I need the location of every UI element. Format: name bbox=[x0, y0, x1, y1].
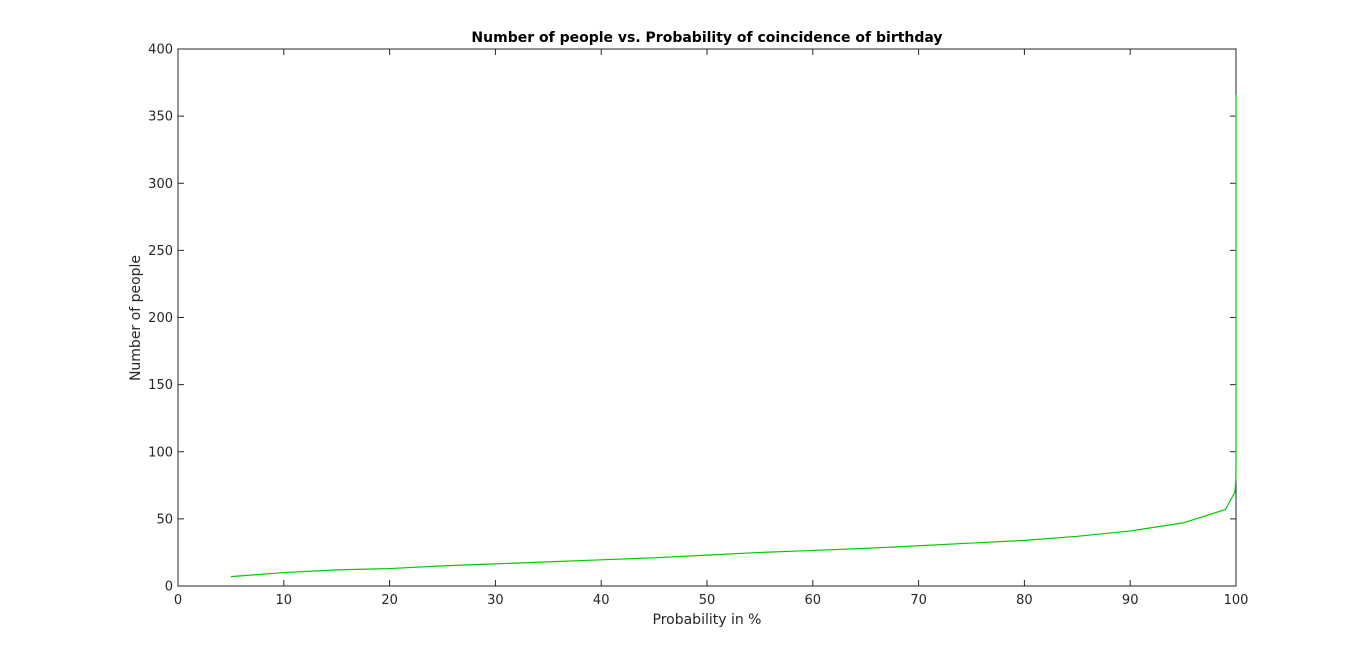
y-tick-label: 0 bbox=[165, 580, 173, 595]
x-tick-label: 40 bbox=[593, 593, 610, 608]
y-tick-label: 300 bbox=[148, 177, 173, 192]
y-axis-tick-labels: 0 50 100 150 200 250 300 350 400 bbox=[148, 43, 173, 595]
x-axis-tick-labels: 0 10 20 30 40 50 60 70 80 90 100 bbox=[174, 593, 1249, 608]
x-tick-label: 80 bbox=[1016, 593, 1033, 608]
y-tick-label: 350 bbox=[148, 110, 173, 125]
x-tick-label: 10 bbox=[276, 593, 293, 608]
y-tick-label: 150 bbox=[148, 378, 173, 393]
y-tick-label: 100 bbox=[148, 445, 173, 460]
y-axis-label: Number of people bbox=[128, 255, 144, 381]
y-tick-label: 50 bbox=[156, 512, 173, 527]
x-tick-label: 0 bbox=[174, 593, 182, 608]
x-axis-label: Probability in % bbox=[653, 612, 762, 628]
y-tick-label: 250 bbox=[148, 244, 173, 259]
x-tick-label: 30 bbox=[487, 593, 504, 608]
x-tick-label: 90 bbox=[1122, 593, 1139, 608]
x-tick-label: 50 bbox=[699, 593, 716, 608]
x-tick-label: 70 bbox=[910, 593, 927, 608]
series-layer bbox=[230, 94, 1237, 578]
x-tick-label: 100 bbox=[1224, 593, 1249, 608]
chart-title: Number of people vs. Probability of coin… bbox=[471, 30, 942, 46]
axis-ticks bbox=[177, 48, 1237, 587]
series-line bbox=[230, 94, 1237, 578]
y-tick-label: 200 bbox=[148, 311, 173, 326]
x-tick-label: 60 bbox=[805, 593, 822, 608]
plot-area bbox=[177, 48, 1237, 587]
x-tick-label: 20 bbox=[381, 593, 398, 608]
y-tick-label: 400 bbox=[148, 43, 173, 58]
